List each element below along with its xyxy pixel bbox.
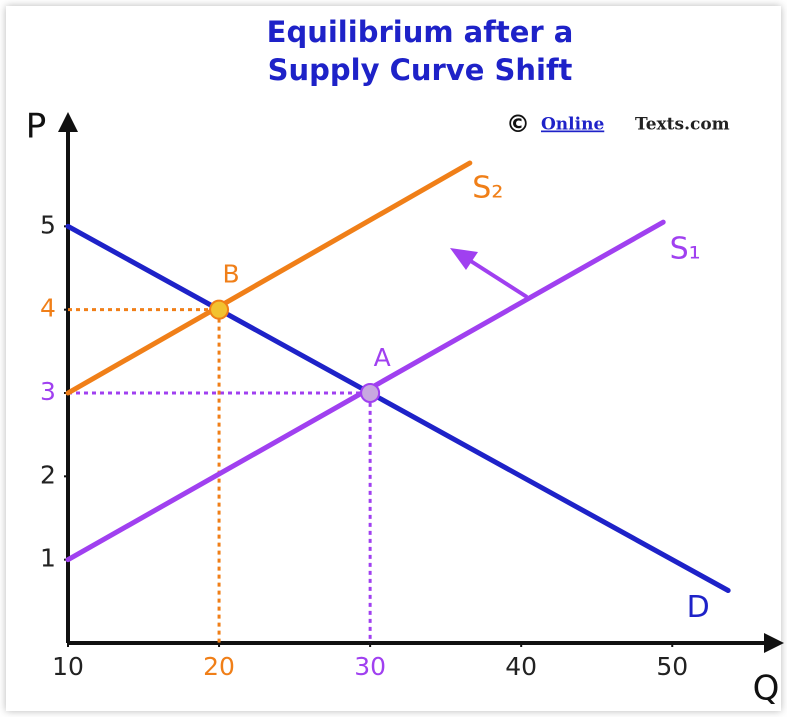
x-tick-label: 10 bbox=[52, 652, 84, 681]
series-label: S₁ bbox=[670, 232, 701, 267]
guide-line bbox=[68, 308, 221, 643]
credit: Online bbox=[541, 115, 604, 135]
equilibrium-point bbox=[209, 299, 230, 320]
equilibrium-point bbox=[360, 383, 381, 403]
x-axis-label: Q bbox=[753, 669, 780, 709]
x-axis-arrow bbox=[764, 633, 784, 653]
y-tick-label: 4 bbox=[40, 294, 56, 323]
series-label: D bbox=[687, 590, 710, 625]
x-tick-label: 40 bbox=[505, 652, 537, 681]
credit: Texts.com bbox=[635, 115, 730, 135]
credit-symbol: © bbox=[506, 110, 530, 138]
x-tick-label: 50 bbox=[656, 652, 688, 681]
series-line bbox=[65, 160, 473, 396]
x-tick-label: 30 bbox=[354, 652, 386, 681]
point-label: A bbox=[374, 343, 391, 372]
x-tick-label: 20 bbox=[203, 652, 235, 681]
chart-title: Equilibrium after a bbox=[267, 15, 574, 49]
y-tick-label: 2 bbox=[40, 460, 56, 489]
frame bbox=[6, 6, 781, 711]
series-label: S₂ bbox=[472, 171, 503, 206]
y-tick-label: 5 bbox=[40, 210, 56, 239]
shift-arrow-head bbox=[450, 248, 478, 270]
chart-title: Supply Curve Shift bbox=[268, 53, 573, 87]
y-axis-label: P bbox=[26, 107, 47, 147]
y-tick-label: 1 bbox=[40, 544, 56, 573]
series-line bbox=[65, 223, 731, 593]
shift-arrow bbox=[464, 256, 529, 299]
y-tick-label: 3 bbox=[40, 377, 56, 406]
point-label: B bbox=[222, 260, 239, 289]
y-axis-arrow bbox=[58, 112, 78, 132]
